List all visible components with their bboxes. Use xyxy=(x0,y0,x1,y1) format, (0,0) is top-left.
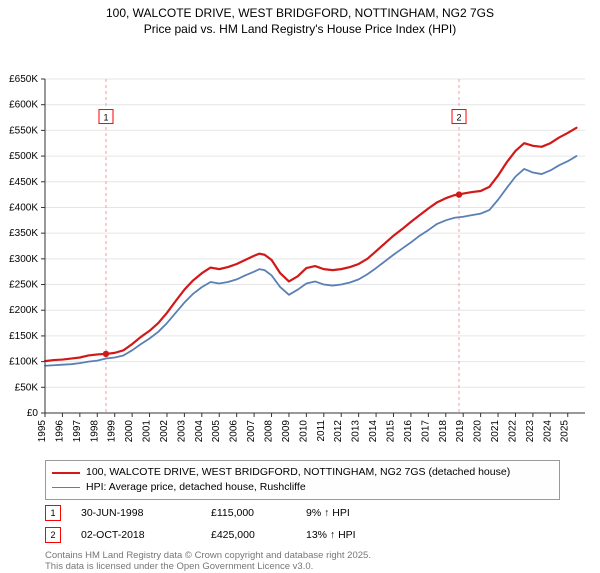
sales-table: 1 30-JUN-1998£115,0009% ↑ HPI 2 02-OCT-2018… xyxy=(45,502,560,546)
svg-text:£100K: £100K xyxy=(9,357,38,368)
line-chart: £0 £50K £100K £150K £200K £250K £300K £350K £400… xyxy=(0,37,600,453)
legend-label: 100, WALCOTE DRIVE, WEST BRIDGFORD, NOTT… xyxy=(86,465,510,480)
svg-text:£400K: £400K xyxy=(9,203,38,214)
svg-text:2009: 2009 xyxy=(281,420,292,443)
svg-text:£450K: £450K xyxy=(9,177,38,188)
svg-text:2003: 2003 xyxy=(176,420,187,443)
svg-text:2: 2 xyxy=(457,113,462,123)
svg-text:2015: 2015 xyxy=(385,420,396,443)
legend-swatch xyxy=(52,487,80,488)
legend: 100, WALCOTE DRIVE, WEST BRIDGFORD, NOTT… xyxy=(45,460,560,499)
svg-text:2016: 2016 xyxy=(403,420,414,443)
sale-row: 2 02-OCT-2018£425,00013% ↑ HPI xyxy=(45,524,560,546)
footer-line-2: This data is licensed under the Open Gov… xyxy=(45,561,560,573)
svg-text:£200K: £200K xyxy=(9,305,38,316)
sale-vs-hpi: 9% ↑ HPI xyxy=(306,507,426,519)
svg-text:2011: 2011 xyxy=(316,420,327,442)
svg-text:2024: 2024 xyxy=(542,420,553,443)
svg-text:2018: 2018 xyxy=(438,420,449,443)
svg-text:2022: 2022 xyxy=(507,420,518,443)
title-line-1: 100, WALCOTE DRIVE, WEST BRIDGFORD, NOTT… xyxy=(0,6,600,22)
svg-text:£0: £0 xyxy=(27,408,39,419)
svg-text:1999: 1999 xyxy=(107,420,118,443)
svg-text:2008: 2008 xyxy=(264,420,275,443)
svg-text:2006: 2006 xyxy=(229,420,240,443)
sale-marker-icon: 2 xyxy=(45,527,61,543)
svg-text:2025: 2025 xyxy=(560,420,571,443)
svg-text:2021: 2021 xyxy=(490,420,501,443)
svg-text:2023: 2023 xyxy=(525,420,536,443)
svg-text:2013: 2013 xyxy=(351,420,362,443)
footer-attribution: Contains HM Land Registry data © Crown c… xyxy=(45,550,560,573)
svg-text:£650K: £650K xyxy=(9,74,38,85)
svg-text:2005: 2005 xyxy=(211,420,222,443)
svg-text:£250K: £250K xyxy=(9,280,38,291)
svg-text:2017: 2017 xyxy=(420,420,431,443)
svg-text:1998: 1998 xyxy=(89,420,100,443)
svg-text:2020: 2020 xyxy=(473,420,484,443)
legend-row: 100, WALCOTE DRIVE, WEST BRIDGFORD, NOTT… xyxy=(52,465,553,480)
svg-text:2012: 2012 xyxy=(333,420,344,443)
svg-text:2002: 2002 xyxy=(159,420,170,443)
chart-container: £0 £50K £100K £150K £200K £250K £300K £350K £400… xyxy=(0,37,600,456)
svg-text:1: 1 xyxy=(103,113,108,123)
svg-text:£50K: £50K xyxy=(15,382,39,393)
svg-text:2019: 2019 xyxy=(455,420,466,443)
svg-text:1995: 1995 xyxy=(37,420,48,443)
svg-text:2000: 2000 xyxy=(124,420,135,443)
svg-text:2014: 2014 xyxy=(368,420,379,443)
sale-price: £425,000 xyxy=(211,529,306,541)
svg-text:2010: 2010 xyxy=(298,420,309,443)
chart-title: 100, WALCOTE DRIVE, WEST BRIDGFORD, NOTT… xyxy=(0,0,600,37)
svg-text:£300K: £300K xyxy=(9,254,38,265)
sale-date: 30-JUN-1998 xyxy=(81,507,211,519)
sale-date: 02-OCT-2018 xyxy=(81,529,211,541)
sale-price: £115,000 xyxy=(211,507,306,519)
svg-text:1996: 1996 xyxy=(54,420,65,443)
svg-text:£600K: £600K xyxy=(9,100,38,111)
legend-row: HPI: Average price, detached house, Rush… xyxy=(52,480,553,495)
sale-marker-icon: 1 xyxy=(45,505,61,521)
svg-text:£550K: £550K xyxy=(9,126,38,137)
sale-vs-hpi: 13% ↑ HPI xyxy=(306,529,426,541)
svg-text:2004: 2004 xyxy=(194,420,205,443)
legend-swatch xyxy=(52,472,80,474)
svg-text:£350K: £350K xyxy=(9,228,38,239)
svg-text:2007: 2007 xyxy=(246,420,257,443)
svg-text:£150K: £150K xyxy=(9,331,38,342)
legend-label: HPI: Average price, detached house, Rush… xyxy=(86,480,306,495)
svg-text:1997: 1997 xyxy=(72,420,83,443)
sale-row: 1 30-JUN-1998£115,0009% ↑ HPI xyxy=(45,502,560,524)
title-line-2: Price paid vs. HM Land Registry's House … xyxy=(0,22,600,38)
svg-text:2001: 2001 xyxy=(142,420,153,443)
svg-text:£500K: £500K xyxy=(9,151,38,162)
